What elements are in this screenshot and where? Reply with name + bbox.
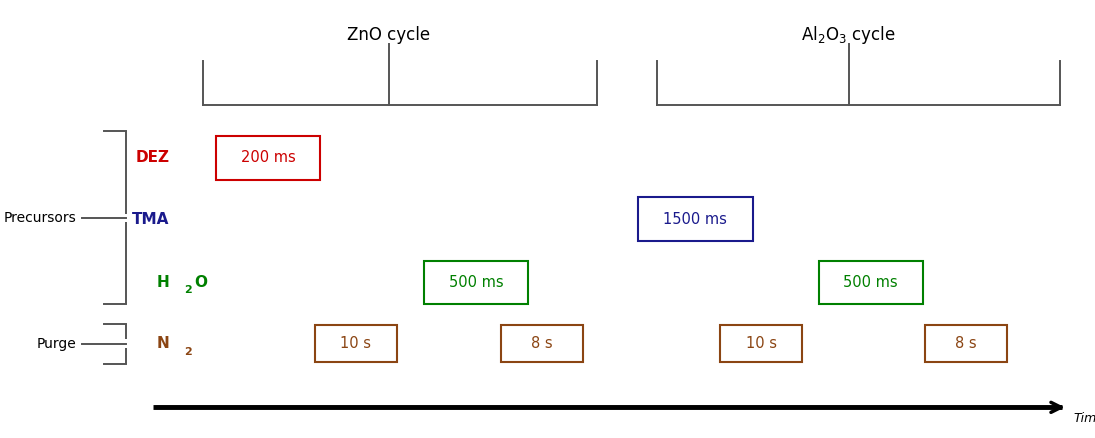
Text: Precursors: Precursors [4, 211, 77, 225]
Text: 10 s: 10 s [341, 336, 371, 351]
Text: O: O [194, 275, 207, 290]
Text: 500 ms: 500 ms [449, 275, 504, 290]
Text: Purge: Purge [37, 337, 77, 351]
Text: 1500 ms: 1500 ms [664, 212, 727, 226]
Text: 2: 2 [184, 347, 192, 357]
Text: 8 s: 8 s [955, 336, 977, 351]
Text: H: H [157, 275, 170, 290]
Text: 8 s: 8 s [531, 336, 553, 351]
Text: N: N [157, 336, 170, 351]
Text: 200 ms: 200 ms [241, 150, 296, 165]
Text: 500 ms: 500 ms [843, 275, 898, 290]
Text: TMA: TMA [132, 212, 170, 226]
Text: 2: 2 [184, 286, 192, 295]
Text: 10 s: 10 s [746, 336, 776, 351]
Text: ZnO cycle: ZnO cycle [347, 26, 430, 44]
Text: DEZ: DEZ [136, 150, 170, 165]
Text: Al$_2$O$_3$ cycle: Al$_2$O$_3$ cycle [802, 24, 896, 46]
Text: Time: Time [1073, 412, 1095, 425]
